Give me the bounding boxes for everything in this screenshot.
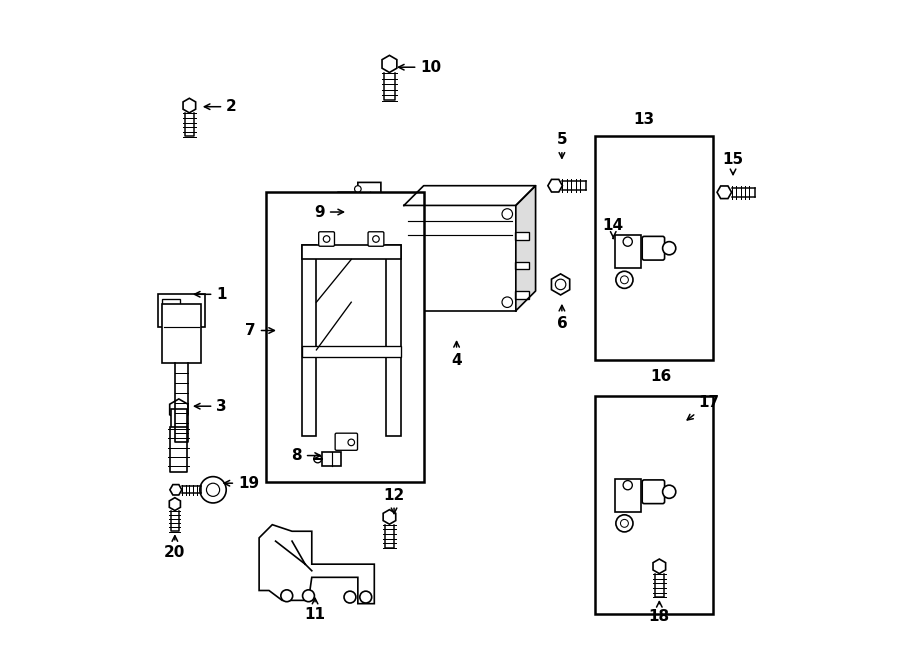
Circle shape xyxy=(360,591,372,603)
Text: 11: 11 xyxy=(304,598,326,623)
FancyBboxPatch shape xyxy=(643,237,664,260)
Text: 7: 7 xyxy=(245,323,274,338)
Text: 5: 5 xyxy=(556,132,567,158)
Text: 14: 14 xyxy=(603,217,624,239)
Text: 9: 9 xyxy=(314,204,344,219)
Polygon shape xyxy=(169,498,180,510)
Circle shape xyxy=(206,483,220,496)
FancyBboxPatch shape xyxy=(335,433,357,450)
Text: 3: 3 xyxy=(194,399,227,414)
FancyBboxPatch shape xyxy=(368,232,383,247)
Polygon shape xyxy=(170,485,182,495)
Bar xyxy=(162,304,202,364)
Circle shape xyxy=(348,439,355,446)
Polygon shape xyxy=(383,510,396,524)
Text: 19: 19 xyxy=(224,476,259,490)
Bar xyxy=(515,262,529,270)
Text: 4: 4 xyxy=(451,342,462,368)
Circle shape xyxy=(302,590,314,602)
Text: 2: 2 xyxy=(204,99,237,114)
Circle shape xyxy=(502,297,512,307)
Bar xyxy=(162,299,180,324)
Text: 20: 20 xyxy=(164,536,185,561)
Bar xyxy=(321,451,341,466)
Text: 1: 1 xyxy=(194,287,227,302)
Circle shape xyxy=(555,279,566,290)
Circle shape xyxy=(502,209,512,219)
Polygon shape xyxy=(183,98,195,113)
Circle shape xyxy=(281,590,292,602)
Bar xyxy=(302,346,400,357)
FancyBboxPatch shape xyxy=(643,480,664,504)
Bar xyxy=(266,192,424,482)
Bar xyxy=(386,245,400,436)
Bar xyxy=(595,397,714,613)
Bar xyxy=(595,136,714,360)
Polygon shape xyxy=(259,525,374,603)
Text: 6: 6 xyxy=(556,305,567,331)
Text: 12: 12 xyxy=(383,488,405,514)
Text: 16: 16 xyxy=(650,369,671,384)
Bar xyxy=(171,409,186,427)
Polygon shape xyxy=(552,274,570,295)
Polygon shape xyxy=(653,559,666,574)
Polygon shape xyxy=(548,179,562,192)
Text: 10: 10 xyxy=(399,59,442,75)
Circle shape xyxy=(662,485,676,498)
Circle shape xyxy=(620,276,628,284)
Circle shape xyxy=(323,236,330,243)
Text: 15: 15 xyxy=(723,152,743,175)
Circle shape xyxy=(373,199,379,206)
Bar xyxy=(302,245,317,436)
Circle shape xyxy=(407,209,418,219)
Text: 13: 13 xyxy=(634,112,654,128)
Circle shape xyxy=(623,237,633,247)
Circle shape xyxy=(355,186,361,192)
Bar xyxy=(515,291,529,299)
Circle shape xyxy=(373,236,379,243)
Circle shape xyxy=(616,515,633,532)
Circle shape xyxy=(662,242,676,254)
Circle shape xyxy=(620,520,628,527)
Text: 18: 18 xyxy=(649,602,670,625)
Bar xyxy=(158,294,205,327)
Bar xyxy=(615,235,641,268)
Circle shape xyxy=(407,297,418,307)
Polygon shape xyxy=(516,186,536,311)
Polygon shape xyxy=(717,186,732,198)
Bar xyxy=(404,206,516,311)
Polygon shape xyxy=(170,399,188,420)
Text: 17: 17 xyxy=(688,395,720,420)
FancyBboxPatch shape xyxy=(319,232,335,247)
Polygon shape xyxy=(382,56,397,73)
Circle shape xyxy=(616,271,633,288)
Bar xyxy=(302,245,400,259)
Circle shape xyxy=(200,477,226,503)
Text: 8: 8 xyxy=(292,448,320,463)
Circle shape xyxy=(314,455,321,463)
Polygon shape xyxy=(338,182,381,239)
Bar xyxy=(615,479,641,512)
Polygon shape xyxy=(404,186,536,206)
Circle shape xyxy=(623,481,633,490)
Bar xyxy=(515,232,529,240)
Circle shape xyxy=(344,591,356,603)
